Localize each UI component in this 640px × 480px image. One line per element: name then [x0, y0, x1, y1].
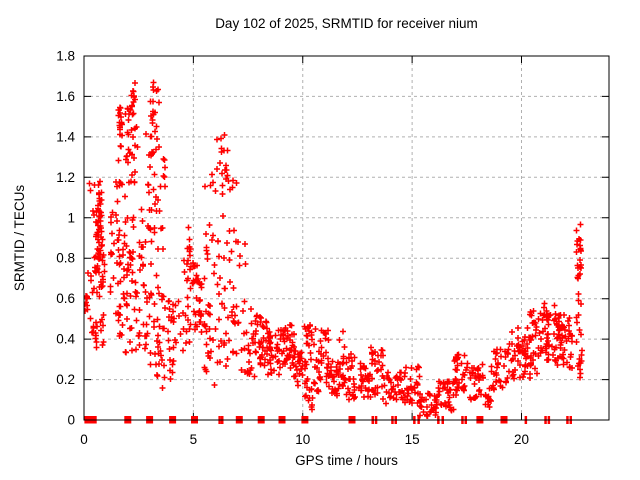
y-tick-label: 1.4 — [56, 129, 75, 144]
y-tick-label: 1.2 — [56, 170, 75, 185]
x-tick-label: 15 — [405, 432, 420, 447]
y-tick-label: 1 — [67, 210, 75, 225]
tick-labels: 0 5 10 15 20 0 0.2 0.4 0.6 0.8 1 1.2 1.4 1.6 1.8 — [56, 49, 529, 448]
y-tick-label: 0.8 — [56, 251, 75, 266]
x-tick-label: 0 — [80, 432, 88, 447]
y-tick-label: 1.6 — [56, 89, 75, 104]
y-tick-label: 0 — [67, 413, 75, 428]
data-points — [84, 79, 585, 419]
x-tick-label: 20 — [514, 432, 529, 447]
y-tick-label: 0.6 — [56, 291, 75, 306]
x-axis-label: GPS time / hours — [295, 453, 398, 468]
y-tick-label: 1.8 — [56, 49, 75, 64]
x-tick-label: 5 — [190, 432, 198, 447]
gridlines — [84, 56, 609, 420]
chart-title: Day 102 of 2025, SRMTID for receiver niu… — [215, 16, 478, 31]
plot-border — [83, 55, 610, 421]
y-tick-label: 0.2 — [56, 372, 75, 387]
x-tick-label: 10 — [295, 432, 310, 447]
y-tick-label: 0.4 — [56, 332, 75, 347]
